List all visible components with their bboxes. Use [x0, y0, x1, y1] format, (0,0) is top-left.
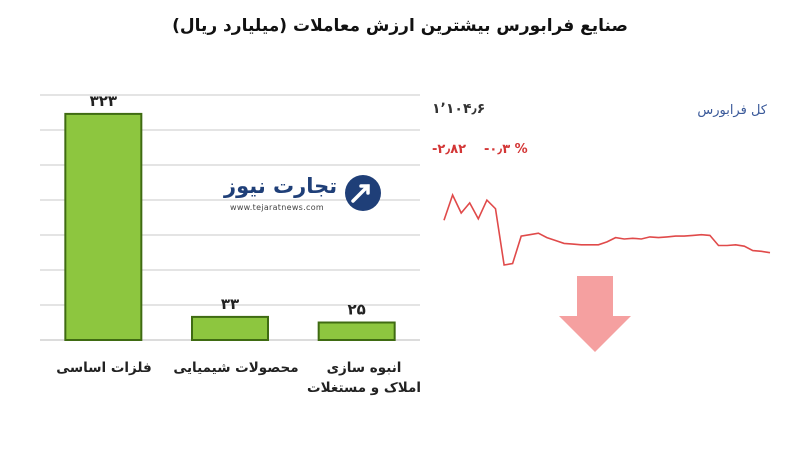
index-series-line	[443, 192, 771, 266]
chart-title: صنایع فرابورس بیشترین ارزش معاملات (میلی…	[172, 16, 628, 36]
category-label-real-estate: انبوه سازی املاک و مستغلات	[307, 360, 421, 396]
bar-data-label: ۳۳	[221, 295, 239, 313]
market-index-title: کل فرابورس	[697, 103, 767, 118]
category-label-chemical-products: محصولات شیمیایی	[173, 360, 299, 376]
tejarat-news-logo: تجارت نیوز www.tejaratnews.com	[218, 172, 386, 218]
logo-mark-icon	[345, 175, 381, 211]
bar-data-label: ۲۵	[348, 301, 366, 319]
category-label-basic-metals: فلزات اساسی	[56, 360, 152, 376]
down-arrow-icon	[559, 276, 631, 352]
bar	[191, 315, 269, 341]
logo-url: www.tejaratnews.com	[230, 203, 324, 212]
bar-series	[64, 112, 396, 342]
market-index-value: ۱٬۱۰۴٫۶	[432, 101, 486, 117]
bar	[317, 321, 396, 341]
bar	[64, 112, 143, 342]
logo-wordmark: تجارت نیوز	[224, 174, 338, 198]
market-change-percent: -۰٫۳ %	[484, 142, 528, 157]
market-change-value: -۲٫۸۲	[432, 142, 467, 157]
bar-data-label: ۳۲۳	[90, 92, 117, 110]
bar-data-labels: ۳۲۳ ۳۳ ۲۵	[90, 92, 366, 319]
